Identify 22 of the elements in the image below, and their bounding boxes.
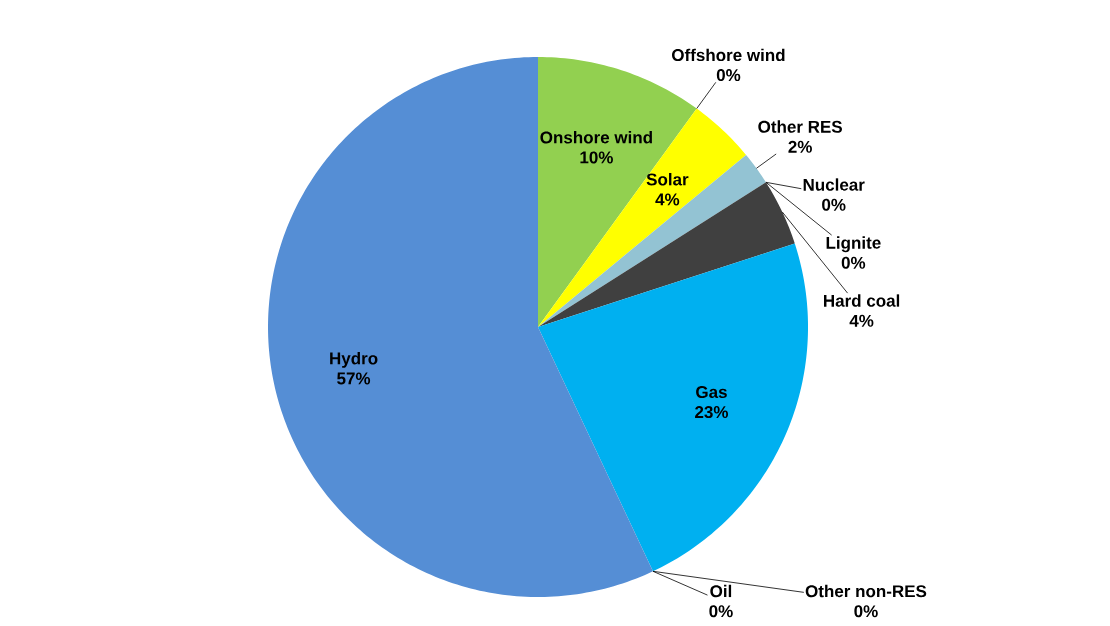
slice-label: Other RES xyxy=(758,120,842,133)
legend-label: Nuclear xyxy=(803,178,865,191)
text: 0% xyxy=(822,198,846,211)
category-label: Offshore wind xyxy=(672,48,785,62)
data-label: 4% xyxy=(849,314,874,327)
legend-label: Oil xyxy=(710,584,732,598)
data-label: 4% xyxy=(655,193,680,206)
category-label: Other non-RES xyxy=(805,584,927,598)
text: 0% xyxy=(854,605,878,618)
text: 0% xyxy=(841,256,866,269)
slice-label: Onshore wind xyxy=(540,131,652,144)
slice-label: Gas xyxy=(696,386,727,399)
text: 0% xyxy=(709,605,733,618)
slice-label: Hard coal xyxy=(824,294,900,307)
slice-label: Hydro xyxy=(330,351,378,368)
data-label: 23% xyxy=(695,406,729,419)
data-label: 2% xyxy=(788,140,812,153)
data-label: 57% xyxy=(337,372,371,385)
data-label: 10% xyxy=(580,151,613,164)
category-label: Lignite xyxy=(826,236,881,253)
text: 0% xyxy=(716,69,741,82)
slice-label: Solar xyxy=(646,173,689,186)
